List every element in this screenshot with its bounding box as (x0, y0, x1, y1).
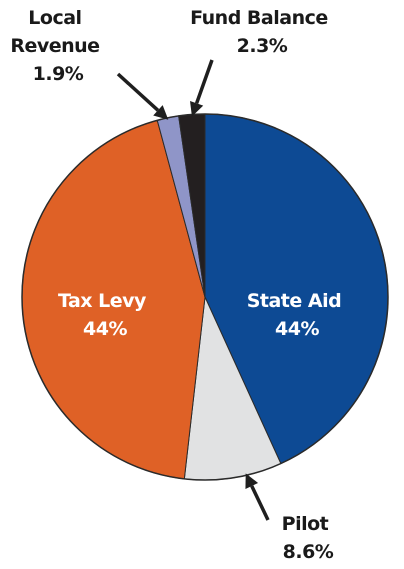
pie-slices (21, 113, 389, 481)
leader-line-pilot (250, 485, 270, 521)
slice-label-pilot-value: 8.6% (283, 541, 334, 563)
slice-label-state-aid-name: State Aid (247, 290, 342, 312)
slice-label-local-revenue-line1: Local (28, 7, 81, 29)
leader-line-fund-balance (194, 59, 214, 104)
leader-lines (116, 59, 270, 521)
slice-label-local-revenue-line2: Revenue (10, 35, 99, 57)
slice-label-state-aid: State Aid 44% (247, 290, 348, 340)
arrowhead-local-revenue (153, 105, 169, 120)
slice-label-fund-balance-name: Fund Balance (190, 7, 328, 29)
leader-line-local-revenue (116, 72, 160, 112)
slice-label-tax-levy-value: 44% (83, 318, 127, 340)
slice-label-local-revenue-value: 1.9% (33, 63, 84, 85)
slice-label-pilot-name: Pilot (282, 513, 329, 535)
slice-label-state-aid-value: 44% (275, 318, 319, 340)
slice-label-tax-levy: Tax Levy 44% (58, 290, 152, 340)
arrowhead-fund-balance (190, 100, 204, 117)
slice-label-fund-balance-value: 2.3% (237, 35, 288, 57)
slice-label-fund-balance: Fund Balance 2.3% (190, 7, 334, 57)
pie-outline (21, 113, 389, 481)
arrowhead-pilot (245, 473, 259, 490)
slice-label-pilot: Pilot 8.6% (282, 513, 335, 563)
slice-label-local-revenue: Local Revenue 1.9% (10, 7, 105, 85)
slice-label-tax-levy-name: Tax Levy (58, 290, 147, 312)
